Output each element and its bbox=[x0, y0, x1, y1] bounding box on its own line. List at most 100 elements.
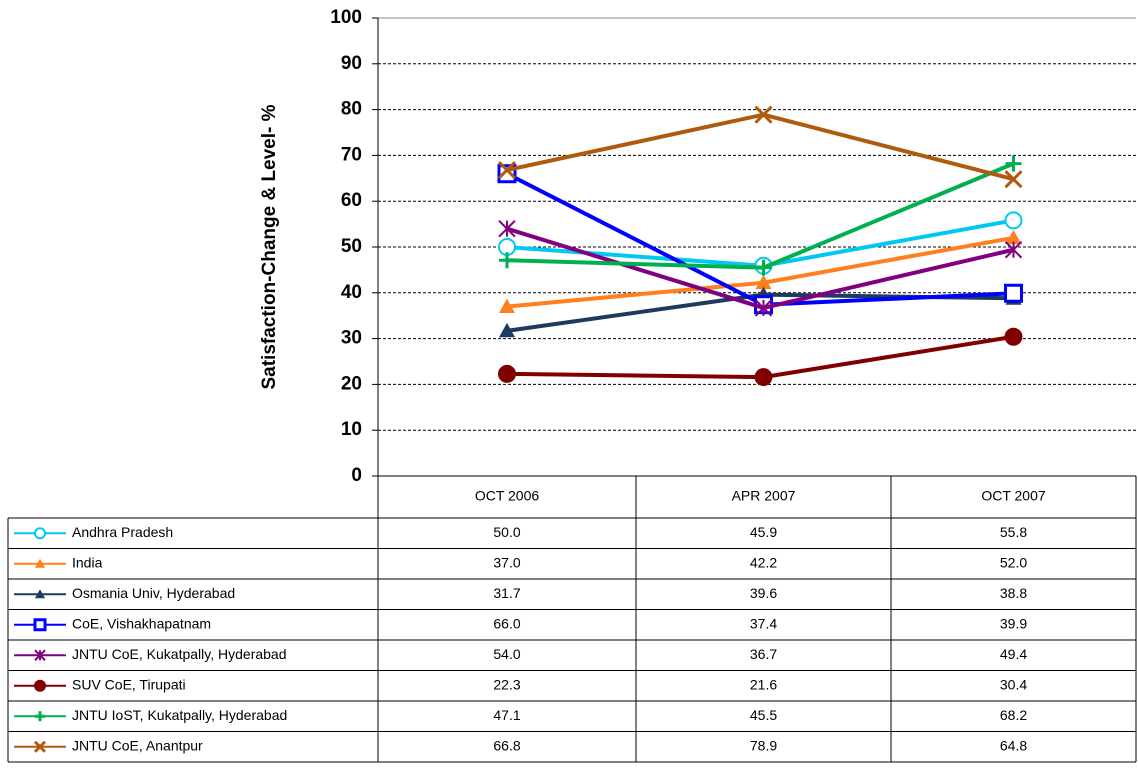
marker-shape bbox=[35, 589, 45, 599]
legend-label: CoE, Vishakhapatnam bbox=[72, 615, 211, 631]
y-tick-label: 70 bbox=[341, 144, 362, 165]
marker bbox=[497, 160, 517, 180]
y-tick-label: 10 bbox=[341, 419, 362, 440]
marker-shape bbox=[754, 368, 773, 387]
marker-shape bbox=[1005, 229, 1022, 245]
marker bbox=[1004, 283, 1023, 303]
table-value: 37.4 bbox=[750, 615, 777, 631]
y-tick-label: 20 bbox=[341, 373, 362, 394]
marker-shape bbox=[1004, 211, 1023, 230]
marker bbox=[499, 322, 515, 338]
marker-shape bbox=[498, 364, 516, 383]
marker-shape bbox=[33, 618, 47, 632]
marker-shape bbox=[35, 558, 45, 568]
marker bbox=[754, 299, 773, 317]
marker bbox=[34, 679, 46, 692]
x-tick-label: OCT 2006 bbox=[475, 488, 540, 504]
marker-shape bbox=[499, 322, 515, 338]
table-value: 37.0 bbox=[493, 554, 520, 570]
table-value: 45.5 bbox=[750, 707, 777, 723]
marker bbox=[33, 618, 47, 632]
table-value: 50.0 bbox=[493, 524, 520, 540]
marker-shape bbox=[1004, 283, 1023, 303]
marker-shape bbox=[755, 274, 772, 290]
y-tick-label: 80 bbox=[341, 99, 362, 120]
marker bbox=[1004, 211, 1023, 230]
marker-shape bbox=[34, 679, 46, 692]
marker-shape bbox=[499, 298, 515, 313]
marker-shape bbox=[34, 527, 46, 540]
legend-label: India bbox=[72, 554, 103, 570]
table-value: 31.7 bbox=[493, 585, 520, 601]
marker-shape bbox=[498, 219, 516, 238]
marker-shape bbox=[1005, 155, 1022, 172]
marker-shape bbox=[497, 160, 517, 180]
x-tick-label: APR 2007 bbox=[732, 488, 796, 504]
marker-shape bbox=[34, 649, 46, 661]
table-value: 42.2 bbox=[750, 554, 777, 570]
marker bbox=[498, 364, 516, 383]
marker bbox=[35, 711, 45, 722]
marker-shape bbox=[33, 740, 47, 753]
table-value: 52.0 bbox=[1000, 554, 1027, 570]
table-value: 54.0 bbox=[493, 646, 520, 662]
marker bbox=[1004, 241, 1023, 259]
legend-label: JNTU IoST, Kukatpally, Hyderabad bbox=[72, 707, 287, 723]
marker-shape bbox=[755, 259, 772, 276]
table-value: 30.4 bbox=[1000, 676, 1027, 692]
marker bbox=[499, 252, 515, 269]
table-value: 22.3 bbox=[493, 676, 520, 692]
marker bbox=[33, 740, 47, 753]
marker bbox=[34, 527, 46, 540]
x-tick-label: OCT 2007 bbox=[981, 488, 1046, 504]
marker-shape bbox=[1004, 241, 1023, 259]
table-value: 21.6 bbox=[750, 676, 777, 692]
table-value: 36.7 bbox=[750, 646, 777, 662]
legend-label: SUV CoE, Tirupati bbox=[72, 676, 186, 692]
table-value: 45.9 bbox=[750, 524, 777, 540]
marker-shape bbox=[499, 252, 515, 269]
marker-shape bbox=[35, 711, 45, 722]
series-line bbox=[506, 112, 1015, 182]
y-tick-label: 50 bbox=[341, 236, 362, 257]
marker bbox=[754, 105, 773, 124]
table-value: 39.6 bbox=[750, 585, 777, 601]
y-tick-label: 100 bbox=[330, 7, 362, 28]
legend-label: Osmania Univ, Hyderabad bbox=[72, 585, 235, 601]
marker bbox=[34, 649, 46, 661]
marker bbox=[755, 274, 772, 290]
marker bbox=[35, 558, 45, 568]
marker bbox=[35, 589, 45, 599]
table-value: 66.0 bbox=[493, 615, 520, 631]
marker-shape bbox=[754, 105, 773, 124]
marker bbox=[498, 219, 516, 238]
legend-label: JNTU CoE, Kukatpally, Hyderabad bbox=[72, 646, 287, 662]
marker-shape bbox=[1004, 327, 1023, 346]
y-tick-label: 40 bbox=[341, 282, 362, 303]
legend-label: JNTU CoE, Anantpur bbox=[72, 737, 203, 753]
marker bbox=[755, 259, 772, 276]
y-tick-label: 90 bbox=[341, 53, 362, 74]
marker bbox=[754, 368, 773, 387]
marker bbox=[499, 298, 515, 313]
legend-label: Andhra Pradesh bbox=[72, 524, 173, 540]
table-value: 39.9 bbox=[1000, 615, 1027, 631]
table-value: 68.2 bbox=[1000, 707, 1027, 723]
y-tick-label: 30 bbox=[341, 328, 362, 349]
table-value: 55.8 bbox=[1000, 524, 1027, 540]
y-tick-label: 0 bbox=[351, 465, 362, 486]
table-value: 78.9 bbox=[750, 737, 777, 753]
marker-shape bbox=[1004, 170, 1023, 189]
table-value: 66.8 bbox=[493, 737, 520, 753]
marker-shape bbox=[754, 299, 773, 317]
table-value: 38.8 bbox=[1000, 585, 1027, 601]
y-axis-title: Satisfaction-Change & Level- % bbox=[259, 104, 280, 389]
y-tick-label: 60 bbox=[341, 190, 362, 211]
marker bbox=[1004, 170, 1023, 189]
marker bbox=[1005, 229, 1022, 245]
table-value: 64.8 bbox=[1000, 737, 1027, 753]
table-value: 47.1 bbox=[493, 707, 520, 723]
table-value: 49.4 bbox=[1000, 646, 1027, 662]
marker bbox=[1005, 155, 1022, 172]
